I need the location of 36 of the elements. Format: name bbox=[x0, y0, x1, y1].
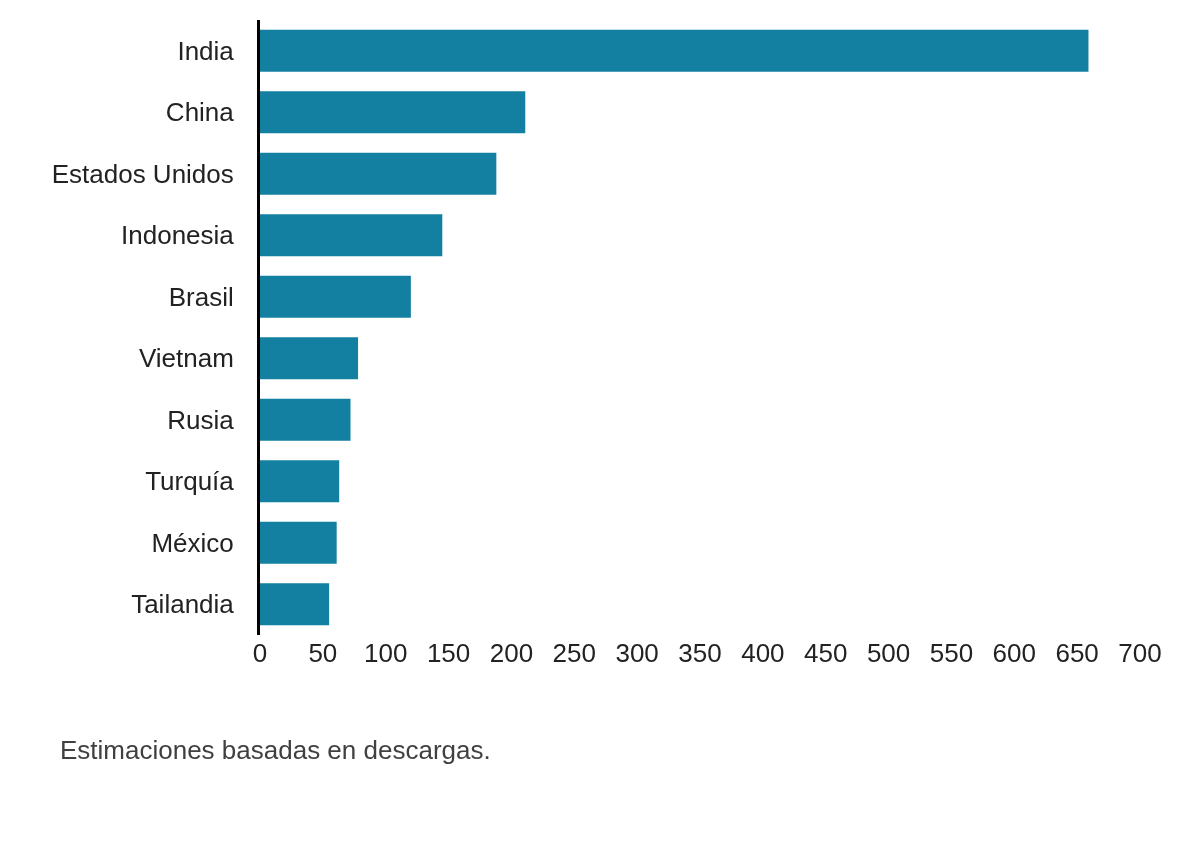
y-tick-label: Estados Unidos bbox=[51, 158, 234, 189]
bar bbox=[260, 460, 340, 503]
x-tick-label: 650 bbox=[1055, 638, 1099, 668]
bar bbox=[260, 337, 359, 380]
x-tick-label: 100 bbox=[364, 638, 408, 668]
y-tick-label: Tailandia bbox=[131, 589, 235, 620]
bar bbox=[260, 583, 330, 626]
x-tick-label: 550 bbox=[929, 638, 974, 668]
bar bbox=[260, 214, 443, 257]
y-tick-label: Turquía bbox=[145, 466, 235, 497]
x-tick-label: 350 bbox=[678, 638, 722, 668]
x-tick-label: 50 bbox=[308, 638, 338, 668]
bar bbox=[260, 275, 411, 318]
bar bbox=[260, 521, 337, 564]
bar bbox=[260, 91, 526, 134]
y-tick-label: China bbox=[165, 97, 235, 128]
text: Estimaciones basadas en descargas. bbox=[60, 735, 491, 765]
x-tick-label: 300 bbox=[615, 638, 659, 668]
y-tick-label: Vietnam bbox=[138, 343, 234, 374]
bar bbox=[260, 152, 497, 195]
y-tick-label: México bbox=[151, 527, 234, 558]
x-tick-label: 500 bbox=[866, 638, 911, 668]
y-tick-label: Rusia bbox=[167, 404, 235, 435]
bar bbox=[260, 29, 1089, 72]
x-tick-label: 250 bbox=[552, 638, 596, 668]
x-tick-label: 400 bbox=[741, 638, 785, 668]
x-tick-label: 150 bbox=[426, 638, 471, 668]
x-tick-label: 200 bbox=[489, 638, 534, 668]
y-tick-label: Brasil bbox=[168, 281, 234, 312]
x-tick-label: 450 bbox=[804, 638, 848, 668]
x-tick-label: 600 bbox=[992, 638, 1036, 668]
x-tick-label: 700 bbox=[1118, 638, 1162, 668]
y-tick-label: India bbox=[177, 35, 235, 66]
y-tick-label: Indonesia bbox=[121, 220, 235, 251]
x-tick-label: 0 bbox=[252, 638, 268, 668]
bar bbox=[260, 398, 351, 441]
